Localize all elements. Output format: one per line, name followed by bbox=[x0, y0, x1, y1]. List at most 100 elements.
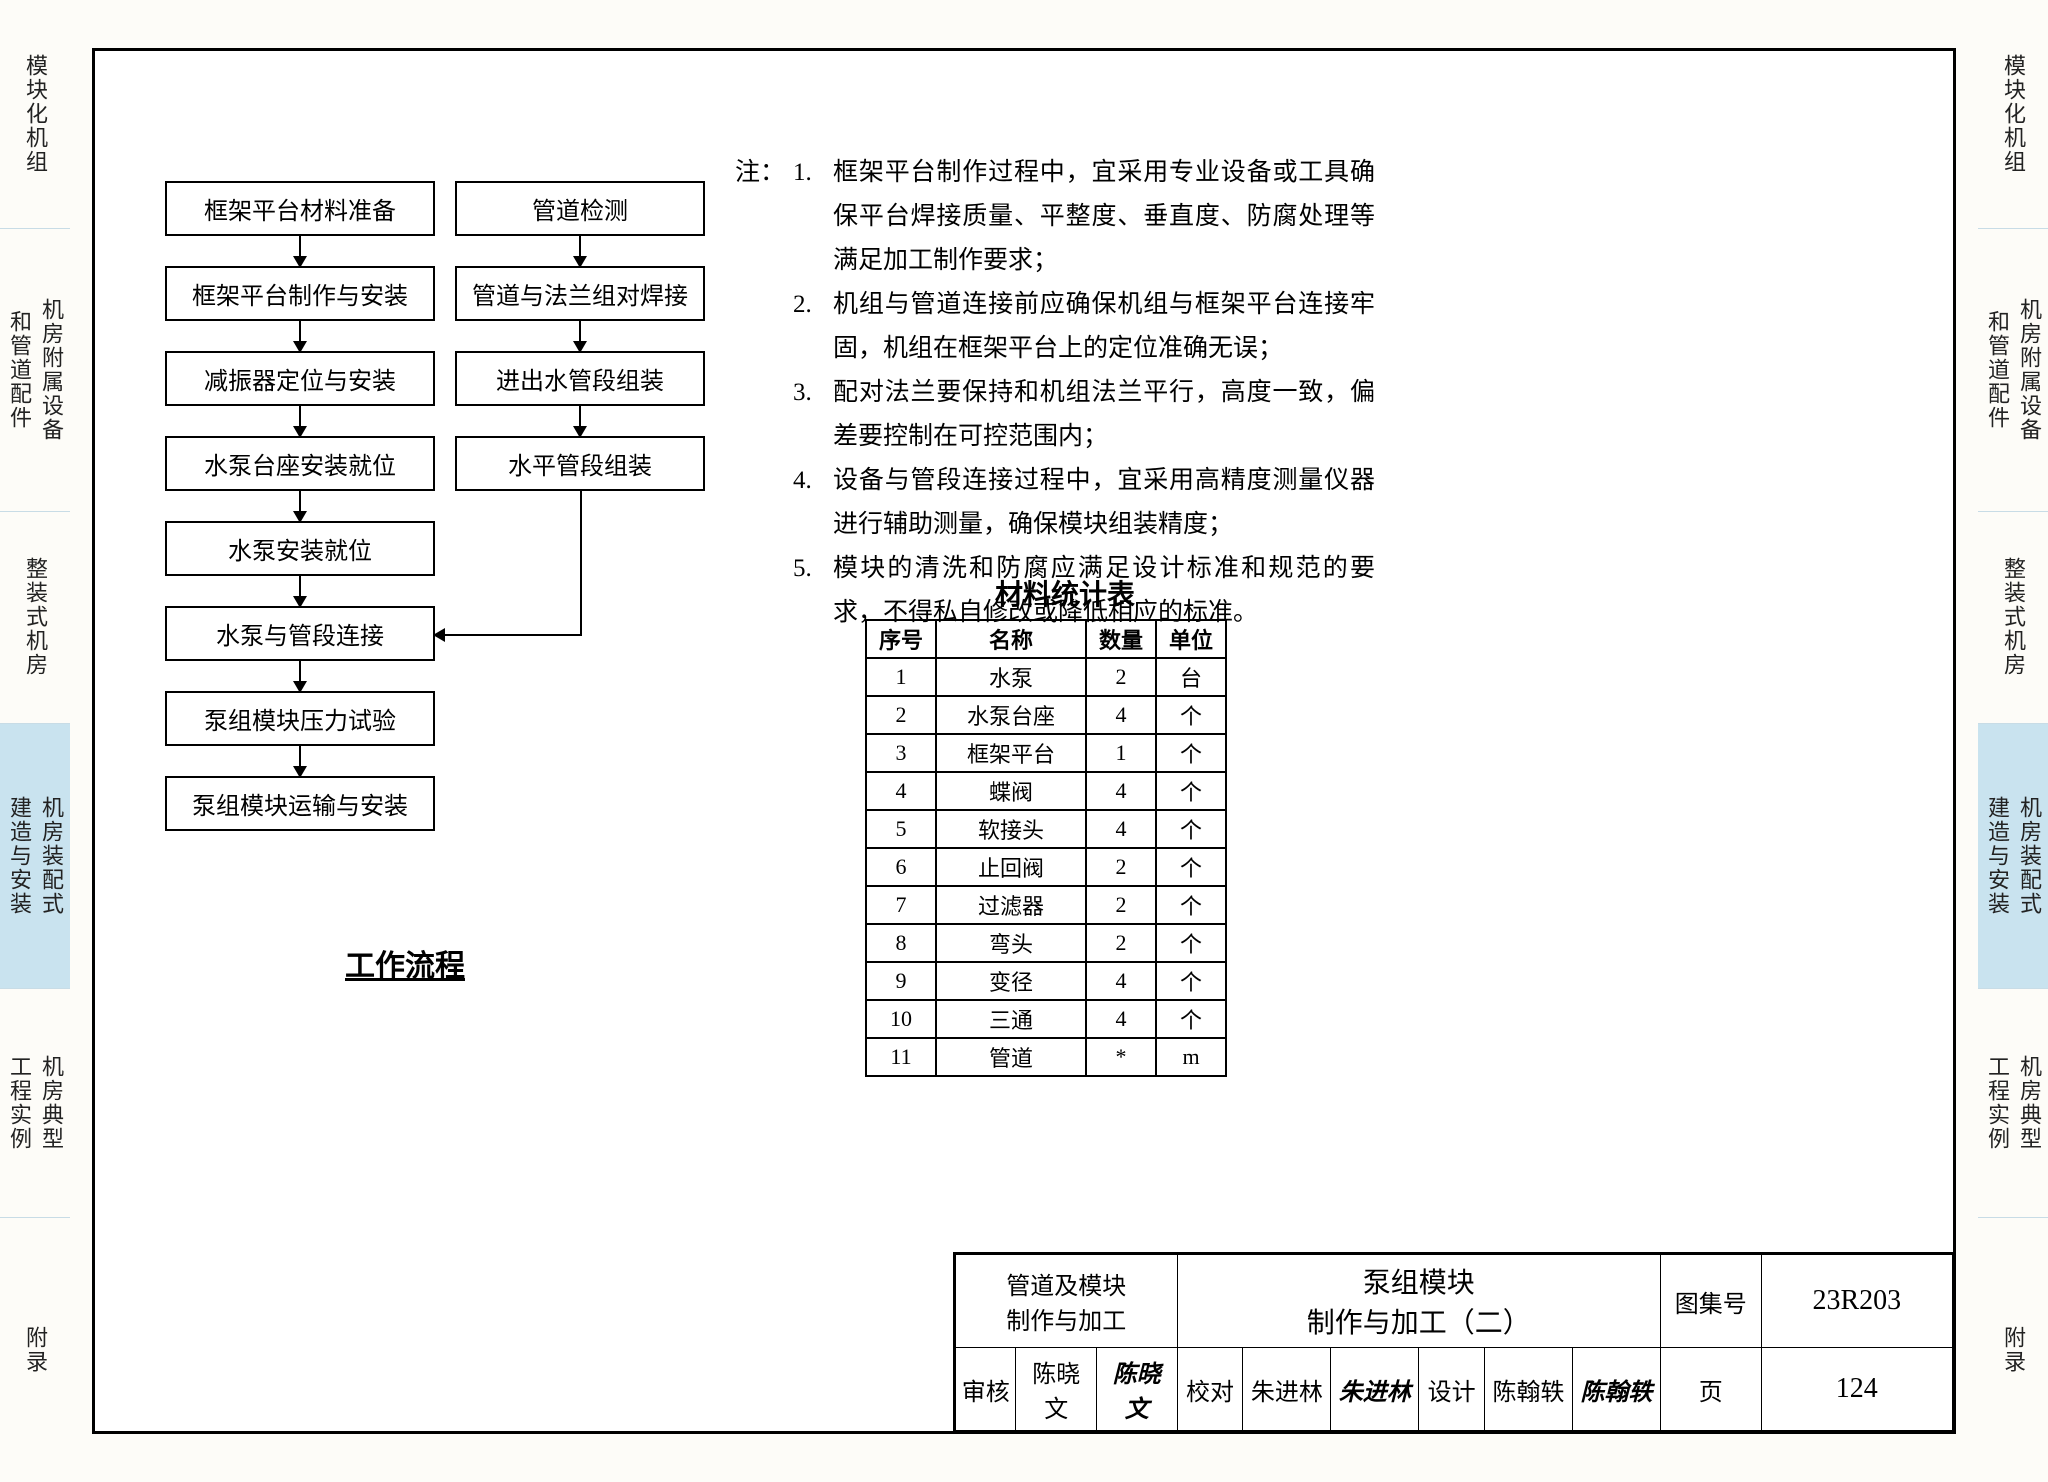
table-row: 9变径4个 bbox=[866, 962, 1226, 1000]
table-header-cell: 单位 bbox=[1156, 620, 1226, 658]
flow-box: 水泵与管段连接 bbox=[165, 606, 435, 661]
tab-label: 建造与安装 bbox=[1981, 796, 2013, 916]
table-cell: 个 bbox=[1156, 848, 1226, 886]
flowchart-title: 工作流程 bbox=[345, 941, 465, 985]
tab-1-left[interactable]: 和管道配件 机房附属设备 bbox=[0, 229, 70, 512]
flow-box: 水泵安装就位 bbox=[165, 521, 435, 576]
tab-4-right[interactable]: 工程实例 机房典型 bbox=[1978, 989, 2048, 1218]
table-cell: 三通 bbox=[936, 1000, 1086, 1038]
table-cell: 个 bbox=[1156, 772, 1226, 810]
table-row: 11管道*m bbox=[866, 1038, 1226, 1076]
table-cell: 软接头 bbox=[936, 810, 1086, 848]
flow-box: 进出水管段组装 bbox=[455, 351, 705, 406]
flow-col-left: 框架平台材料准备 框架平台制作与安装 减振器定位与安装 水泵台座安装就位 水泵安… bbox=[165, 181, 435, 831]
notes: 注： 1.框架平台制作过程中，宜采用专业设备或工具确保平台焊接质量、平整度、垂直… bbox=[735, 151, 1375, 635]
table-cell: 个 bbox=[1156, 734, 1226, 772]
notes-label: 注： bbox=[735, 151, 785, 195]
tab-label: 附录 bbox=[1997, 1326, 2029, 1374]
drawing-title-line1: 泵组模块 bbox=[1182, 1261, 1656, 1301]
tab-label: 整装式机房 bbox=[1997, 557, 2029, 677]
table-cell: 个 bbox=[1156, 1000, 1226, 1038]
arrow-down-icon bbox=[579, 321, 581, 351]
tab-3-right[interactable]: 建造与安装 机房装配式 bbox=[1978, 724, 2048, 989]
table-cell: 6 bbox=[866, 848, 936, 886]
table-cell: 2 bbox=[866, 696, 936, 734]
tab-0-right[interactable]: 模块化机组 bbox=[1978, 0, 2048, 229]
table-cell: 5 bbox=[866, 810, 936, 848]
note-item: 1.框架平台制作过程中，宜采用专业设备或工具确保平台焊接质量、平整度、垂直度、防… bbox=[793, 151, 1375, 283]
table-cell: m bbox=[1156, 1038, 1226, 1076]
table-header-cell: 序号 bbox=[866, 620, 936, 658]
table-cell: 止回阀 bbox=[936, 848, 1086, 886]
arrow-down-icon bbox=[299, 236, 301, 266]
flow-box: 管道检测 bbox=[455, 181, 705, 236]
table-cell: 蝶阀 bbox=[936, 772, 1086, 810]
note-number: 4. bbox=[793, 459, 812, 503]
category-line2: 制作与加工 bbox=[960, 1301, 1173, 1336]
tab-5-left[interactable]: 附录 bbox=[0, 1218, 70, 1482]
table-cell: 变径 bbox=[936, 962, 1086, 1000]
note-number: 3. bbox=[793, 371, 812, 415]
note-number: 2. bbox=[793, 283, 812, 327]
table-cell: 4 bbox=[1086, 962, 1156, 1000]
designer-signature: 陈翰轶 bbox=[1572, 1348, 1660, 1431]
tab-label: 和管道配件 bbox=[1981, 310, 2013, 430]
category-line1: 管道及模块 bbox=[960, 1266, 1173, 1301]
table-cell: 弯头 bbox=[936, 924, 1086, 962]
note-item: 4.设备与管段连接过程中，宜采用高精度测量仪器进行辅助测量，确保模块组装精度； bbox=[793, 459, 1375, 547]
table-cell: 7 bbox=[866, 886, 936, 924]
tab-5-right[interactable]: 附录 bbox=[1978, 1218, 2048, 1482]
table-cell: 过滤器 bbox=[936, 886, 1086, 924]
table-row: 8弯头2个 bbox=[866, 924, 1226, 962]
design-label: 设计 bbox=[1419, 1348, 1485, 1431]
tab-3-left[interactable]: 建造与安装 机房装配式 bbox=[0, 724, 70, 989]
arrow-down-icon bbox=[299, 406, 301, 436]
arrow-down-icon bbox=[299, 491, 301, 521]
page-number: 124 bbox=[1761, 1348, 1952, 1431]
designer-name: 陈翰轶 bbox=[1485, 1348, 1573, 1431]
note-item: 2.机组与管道连接前应确保机组与框架平台连接牢固，机组在框架平台上的定位准确无误… bbox=[793, 283, 1375, 371]
arrow-left-icon bbox=[435, 634, 582, 636]
title-block: 管道及模块 制作与加工 泵组模块 制作与加工（二） 图集号 23R203 审核 … bbox=[953, 1252, 1953, 1431]
tabs-left: 模块化机组 和管道配件 机房附属设备 整装式机房 建造与安装 机房装配式 工程实… bbox=[0, 0, 70, 1482]
table-cell: 4 bbox=[1086, 1000, 1156, 1038]
table-cell: 4 bbox=[1086, 696, 1156, 734]
arrow-down-icon bbox=[299, 746, 301, 776]
reviewer-name: 陈晓文 bbox=[1016, 1348, 1097, 1431]
table-cell: 框架平台 bbox=[936, 734, 1086, 772]
tab-label: 附录 bbox=[19, 1326, 51, 1374]
table-header-cell: 名称 bbox=[936, 620, 1086, 658]
table-cell: 3 bbox=[866, 734, 936, 772]
tab-2-right[interactable]: 整装式机房 bbox=[1978, 512, 2048, 723]
tab-4-left[interactable]: 工程实例 机房典型 bbox=[0, 989, 70, 1218]
arrow-down-icon bbox=[299, 576, 301, 606]
table-row: 4蝶阀4个 bbox=[866, 772, 1226, 810]
table-cell: 10 bbox=[866, 1000, 936, 1038]
tab-label: 机房装配式 bbox=[2013, 796, 2045, 916]
tab-2-left[interactable]: 整装式机房 bbox=[0, 512, 70, 723]
flow-box: 框架平台制作与安装 bbox=[165, 266, 435, 321]
flow-box: 框架平台材料准备 bbox=[165, 181, 435, 236]
table-cell: 2 bbox=[1086, 924, 1156, 962]
arrow-down-icon bbox=[579, 236, 581, 266]
materials-title: 材料统计表 bbox=[995, 573, 1135, 613]
tab-0-left[interactable]: 模块化机组 bbox=[0, 0, 70, 229]
table-cell: * bbox=[1086, 1038, 1156, 1076]
tab-label: 工程实例 bbox=[1981, 1055, 2013, 1151]
table-cell: 水泵 bbox=[936, 658, 1086, 696]
tab-label: 模块化机组 bbox=[1997, 54, 2029, 174]
table-cell: 8 bbox=[866, 924, 936, 962]
materials-table: 序号名称数量单位 1水泵2台2水泵台座4个3框架平台1个4蝶阀4个5软接头4个6… bbox=[865, 619, 1227, 1077]
note-number: 1. bbox=[793, 151, 812, 195]
table-cell: 2 bbox=[1086, 848, 1156, 886]
table-cell: 1 bbox=[866, 658, 936, 696]
table-row: 2水泵台座4个 bbox=[866, 696, 1226, 734]
table-cell: 11 bbox=[866, 1038, 936, 1076]
tab-1-right[interactable]: 和管道配件 机房附属设备 bbox=[1978, 229, 2048, 512]
flow-box: 泵组模块运输与安装 bbox=[165, 776, 435, 831]
drawing-frame: 框架平台材料准备 框架平台制作与安装 减振器定位与安装 水泵台座安装就位 水泵安… bbox=[92, 48, 1956, 1434]
arrow-down-icon bbox=[579, 406, 581, 436]
table-cell: 4 bbox=[866, 772, 936, 810]
tab-label: 机房典型 bbox=[35, 1055, 67, 1151]
table-row: 1水泵2台 bbox=[866, 658, 1226, 696]
